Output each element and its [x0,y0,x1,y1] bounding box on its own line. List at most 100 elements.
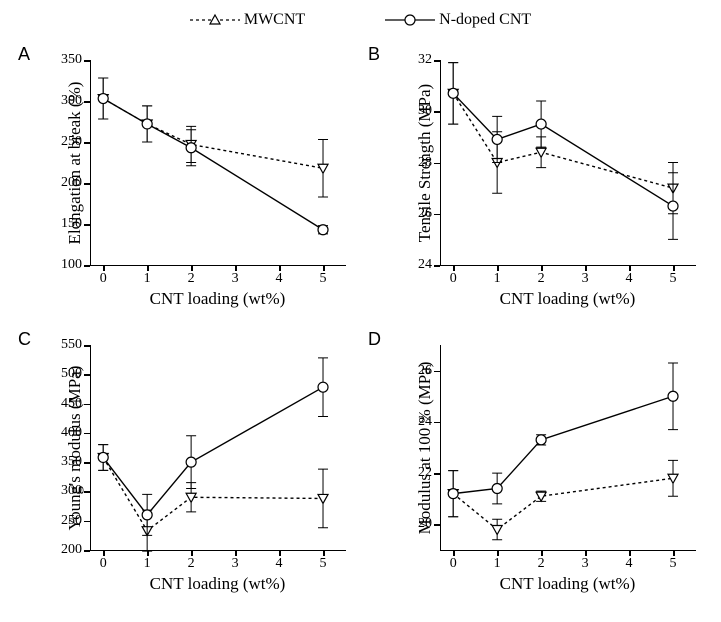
plot-svg-A [90,60,345,265]
xtick-label: 4 [276,271,283,287]
xtick-label: 1 [144,271,151,287]
series-line-ndoped [103,99,323,230]
xtick-label: 2 [188,556,195,572]
legend-item-ndoped: N-doped CNT [385,6,531,34]
figure-legend: MWCNT N-doped CNT [0,6,721,34]
ytick-mark [84,265,90,267]
ytick-label: 200 [48,542,82,558]
panel-label-D: D [368,329,381,350]
series-line-ndoped [453,396,673,493]
ytick-label: 100 [48,257,82,273]
marker-ndoped [186,143,196,153]
plot-svg-C [90,345,345,550]
marker-mwcnt [318,494,328,503]
marker-ndoped [318,382,328,392]
panel-C: CYoung's modulus (MPa)CNT loading (wt%)0… [90,345,345,550]
marker-ndoped [142,119,152,129]
xtick-label: 4 [276,556,283,572]
legend-item-mwcnt: MWCNT [190,6,305,34]
panel-D: DModulus at 100 % (MPa)CNT loading (wt%)… [440,345,695,550]
xlabel-C: CNT loading (wt%) [90,574,345,594]
xtick-label: 5 [670,556,677,572]
ytick-label: 350 [48,52,82,68]
xtick-label: 3 [232,556,239,572]
marker-ndoped [186,457,196,467]
plot-svg-D [440,345,695,550]
xtick-label: 1 [494,556,501,572]
marker-mwcnt [536,492,546,501]
xtick-label: 5 [320,271,327,287]
ytick-label: 32 [398,52,432,68]
ytick-label: 20 [398,516,432,532]
marker-ndoped [492,484,502,494]
xtick-label: 4 [626,556,633,572]
marker-ndoped [98,94,108,104]
series-line-ndoped [103,387,323,515]
xlabel-A: CNT loading (wt%) [90,289,345,309]
ytick-label: 350 [48,454,82,470]
ytick-label: 550 [48,337,82,353]
xtick-label: 5 [670,271,677,287]
series-line-mwcnt [103,99,323,169]
panel-label-A: A [18,44,30,65]
ytick-label: 24 [398,257,432,273]
marker-ndoped [98,452,108,462]
xtick-label: 2 [538,556,545,572]
ytick-mark [434,265,440,267]
ytick-label: 500 [48,366,82,382]
ytick-label: 300 [48,93,82,109]
xtick-label: 0 [100,556,107,572]
series-line-ndoped [453,93,673,206]
ytick-label: 26 [398,363,432,379]
ytick-label: 250 [48,134,82,150]
series-line-mwcnt [103,457,323,530]
xtick-label: 3 [232,271,239,287]
figure-root: MWCNT N-doped CNT AElongation at break (… [0,0,721,622]
ytick-label: 300 [48,483,82,499]
ytick-label: 150 [48,216,82,232]
ytick-label: 250 [48,513,82,529]
legend-label-mwcnt: MWCNT [244,11,305,29]
legend-label-ndoped: N-doped CNT [439,11,531,29]
xtick-label: 1 [144,556,151,572]
marker-ndoped [668,391,678,401]
marker-ndoped [448,88,458,98]
xlabel-B: CNT loading (wt%) [440,289,695,309]
marker-ndoped [536,435,546,445]
panel-A: AElongation at break (%)CNT loading (wt%… [90,60,345,265]
marker-mwcnt [536,148,546,157]
ytick-label: 28 [398,155,432,171]
xtick-label: 3 [582,271,589,287]
ytick-label: 200 [48,175,82,191]
xtick-label: 2 [538,271,545,287]
marker-ndoped [142,510,152,520]
xtick-label: 3 [582,556,589,572]
marker-mwcnt [318,164,328,173]
ytick-mark [84,550,90,552]
ytick-label: 400 [48,425,82,441]
xtick-label: 4 [626,271,633,287]
series-line-mwcnt [453,478,673,529]
xtick-label: 2 [188,271,195,287]
xtick-label: 5 [320,556,327,572]
marker-ndoped [668,201,678,211]
legend-swatch-ndoped [385,11,435,29]
panel-B: BTensile Strength (MPa)CNT loading (wt%)… [440,60,695,265]
xtick-label: 0 [100,271,107,287]
xtick-label: 0 [450,556,457,572]
marker-ndoped [448,489,458,499]
ytick-label: 24 [398,414,432,430]
xlabel-D: CNT loading (wt%) [440,574,695,594]
series-line-mwcnt [453,93,673,188]
panel-label-C: C [18,329,31,350]
xtick-label: 0 [450,271,457,287]
ytick-label: 26 [398,206,432,222]
panel-label-B: B [368,44,380,65]
ytick-label: 22 [398,465,432,481]
plot-svg-B [440,60,695,265]
marker-ndoped [536,119,546,129]
marker-mwcnt [492,526,502,535]
xtick-label: 1 [494,271,501,287]
marker-ndoped [492,134,502,144]
ytick-label: 30 [398,103,432,119]
